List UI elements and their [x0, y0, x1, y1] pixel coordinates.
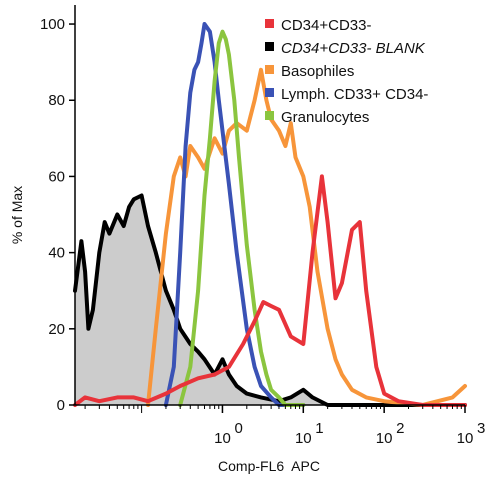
- x-tick-exponent: 1: [315, 420, 323, 437]
- legend-label: Basophiles: [281, 63, 354, 80]
- legend-swatch: [265, 88, 274, 97]
- series-line-2: [146, 67, 467, 407]
- legend-label: Lymph. CD33+ CD34-: [281, 86, 428, 103]
- axes: [74, 5, 465, 406]
- x-tick-exponent: 2: [396, 420, 404, 437]
- x-tick-exponent: 0: [234, 420, 242, 437]
- series-line-0: [73, 174, 467, 407]
- y-tick-label: 0: [57, 397, 65, 414]
- y-tick-label: 100: [40, 16, 65, 33]
- series-line-4: [178, 29, 306, 407]
- y-tick-label: 20: [48, 321, 65, 338]
- y-tick-label: 40: [48, 245, 65, 262]
- plot-area: [73, 22, 467, 407]
- y-axis-title: % of Max: [9, 186, 25, 244]
- legend: CD34+CD33- CD34+CD33- BLANK Basophiles Lymp…: [265, 17, 428, 126]
- series-line-3: [163, 22, 306, 407]
- x-axis-title: Comp-FL6 APC: [218, 458, 320, 474]
- legend-swatch: [265, 19, 274, 28]
- legend-label: CD34+CD33- BLANK: [281, 40, 426, 57]
- x-tick-label: 10: [214, 430, 231, 447]
- legend-swatch: [265, 42, 274, 51]
- legend-swatch: [265, 65, 274, 74]
- y-tick-label: 60: [48, 168, 65, 185]
- series-fill-1: [75, 195, 465, 405]
- x-tick-label: 10: [295, 430, 312, 447]
- legend-label: Granulocytes: [281, 109, 369, 126]
- x-tick-label: 10: [457, 430, 474, 447]
- legend-label: CD34+CD33-: [281, 17, 371, 34]
- y-tick-label: 80: [48, 92, 65, 109]
- legend-swatch: [265, 111, 274, 120]
- x-tick-label: 10: [376, 430, 393, 447]
- x-tick-exponent: 3: [477, 420, 485, 437]
